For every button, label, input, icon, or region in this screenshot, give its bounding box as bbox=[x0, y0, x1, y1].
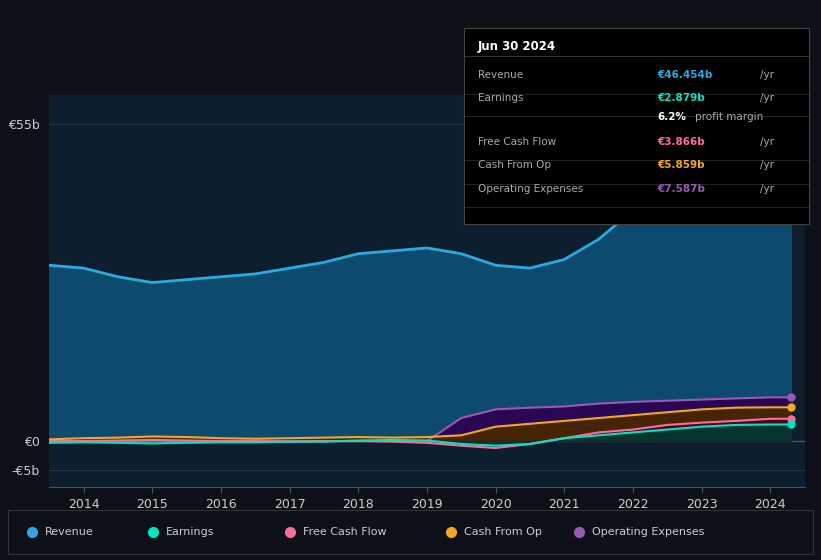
Text: Free Cash Flow: Free Cash Flow bbox=[303, 527, 387, 537]
Text: profit margin: profit margin bbox=[695, 112, 764, 122]
Text: /yr: /yr bbox=[760, 160, 774, 170]
Text: €5.859b: €5.859b bbox=[657, 160, 704, 170]
Text: Free Cash Flow: Free Cash Flow bbox=[478, 137, 556, 147]
Text: /yr: /yr bbox=[760, 92, 774, 102]
Text: Cash From Op: Cash From Op bbox=[478, 160, 551, 170]
Text: /yr: /yr bbox=[760, 137, 774, 147]
Text: €7.587b: €7.587b bbox=[657, 184, 705, 194]
Text: Operating Expenses: Operating Expenses bbox=[592, 527, 704, 537]
Text: Earnings: Earnings bbox=[166, 527, 214, 537]
Text: /yr: /yr bbox=[760, 70, 774, 80]
Text: Earnings: Earnings bbox=[478, 92, 523, 102]
Text: Operating Expenses: Operating Expenses bbox=[478, 184, 583, 194]
Text: Cash From Op: Cash From Op bbox=[464, 527, 542, 537]
Text: €2.879b: €2.879b bbox=[657, 92, 704, 102]
Text: €46.454b: €46.454b bbox=[657, 70, 713, 80]
Text: Revenue: Revenue bbox=[45, 527, 94, 537]
Text: /yr: /yr bbox=[760, 184, 774, 194]
Text: €3.866b: €3.866b bbox=[657, 137, 704, 147]
Text: Jun 30 2024: Jun 30 2024 bbox=[478, 40, 556, 53]
Text: 6.2%: 6.2% bbox=[657, 112, 686, 122]
Text: Revenue: Revenue bbox=[478, 70, 523, 80]
